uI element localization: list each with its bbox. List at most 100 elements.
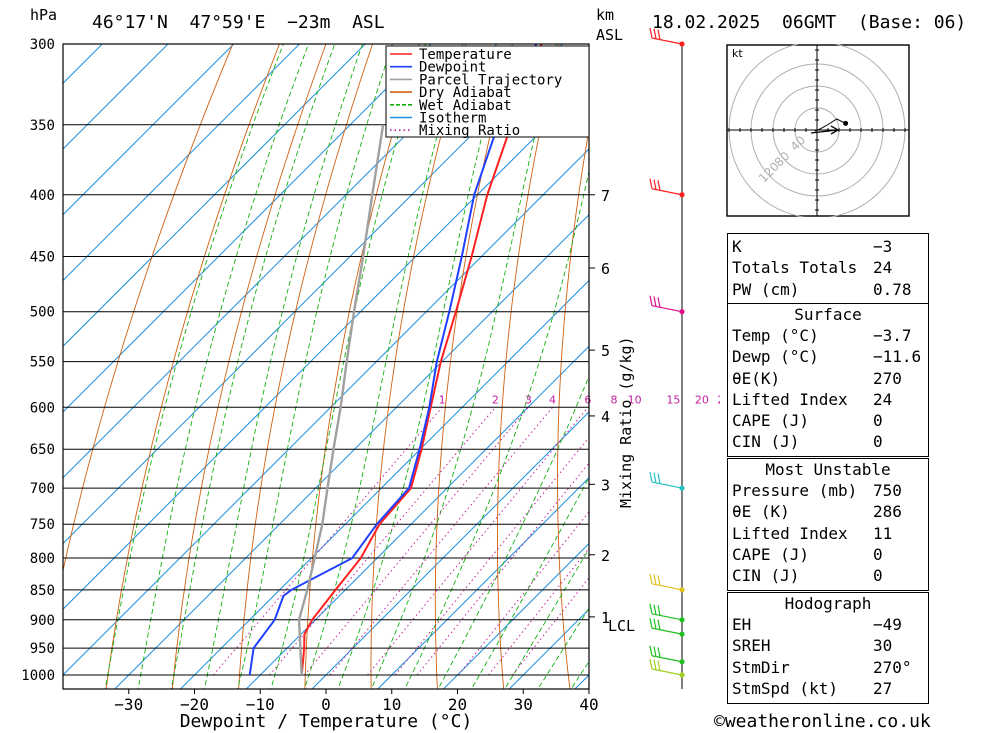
dry-adiabat-line [63,44,234,573]
x-axis-label: Dewpoint / Temperature (°C) [180,711,473,732]
wind-barb [649,178,683,196]
wet-adiabat-line [437,375,589,689]
most-unstable-index-value: 0 [873,544,883,564]
hodograph-index-row: EH −49 [728,614,928,635]
most-unstable-index-value: 286 [873,502,902,522]
mixing-ratio-axis-label: Mixing Ratio (g/kg) [617,336,635,508]
pressure-tick-label: 850 [30,583,55,599]
hodograph-index-value: 27 [873,678,893,698]
pressure-unit-label: hPa [30,6,58,24]
isotherm-line [63,148,589,676]
wind-barb [649,645,683,663]
hodograph-index-row: StmSpd (kt) 27 [728,678,928,699]
wet-adiabat-line [170,44,336,689]
general-index-label: Totals Totals [732,258,858,278]
wet-adiabat-line [137,44,309,689]
x-tick-label: 10 [382,695,401,714]
legend-label: Parcel Trajectory [419,72,562,88]
dewpoint-series [248,44,538,676]
dry-adiabat-line [105,44,280,689]
hodograph-index-label: EH [732,615,752,634]
wet-adiabat-line [537,607,589,689]
general-index-row: K −3 [728,236,928,257]
km-tick-label: 5 [601,342,610,360]
surface-index-value: 270 [873,368,902,388]
pressure-tick-label: 350 [30,118,55,134]
wind-barb [649,27,683,45]
wet-adiabat-line [203,44,363,689]
km-tick-label: 3 [601,476,610,494]
km-tick-label: 2 [601,547,610,565]
most-unstable-index-value: 0 [873,566,883,586]
pressure-tick-label: 550 [30,355,55,371]
most-unstable-index-label: Pressure (mb) [732,481,858,500]
surface-index-value: 0 [873,432,883,452]
most-unstable-index-value: 750 [873,481,902,500]
surface-index-row: CAPE (J) 0 [728,410,928,431]
datetime-label: 18.02.2025 06GMT (Base: 06) [652,12,967,33]
x-tick-label: −30 [114,695,143,714]
most-unstable-index-label: Lifted Index [732,523,848,543]
dry-adiabat-line [171,44,327,689]
km-tick-label: 1 [601,609,610,627]
wind-barb [649,471,683,489]
surface-index-row: Temp (°C) −3.7 [728,325,928,346]
hodograph-index-value: −49 [873,615,902,634]
legend-label: Wet Adiabat [419,98,512,114]
general-index-label: K [732,237,742,256]
isotherm-line [63,44,432,413]
isotherm-line [63,44,235,216]
most-unstable-index-row: CIN (J) 0 [728,565,928,586]
most-unstable-index-row: Pressure (mb) 750 [728,480,928,501]
wet-adiabat-line [370,44,557,689]
legend-label: Isotherm [419,111,486,127]
pressure-tick-label: 950 [30,641,55,657]
hodograph-unit-label: kt [732,47,743,60]
mixing-ratio-line [457,511,589,676]
dry-adiabat-line [497,44,560,689]
pressure-tick-label: 1000 [21,668,55,684]
hodograph-end-point [843,120,849,126]
x-tick-label: 0 [321,695,331,714]
x-tick-label: 20 [448,695,467,714]
surface-index-row: θE(K) 270 [728,368,928,389]
surface-index-value: −3.7 [873,326,912,345]
x-tick-label: −20 [180,695,209,714]
wind-barb [649,573,683,591]
plot-frame [62,43,590,690]
hodograph-index-value: 270° [873,657,912,677]
wet-adiabat-line [337,44,507,689]
most-unstable-box: Most Unstable Pressure (mb) 750 θE (K) 286 L… [727,458,929,591]
isotherm-line [377,477,589,689]
isotherm-line [63,44,103,84]
mixing-ratio-line [304,406,529,676]
general-index-row: Totals Totals 24 [728,257,928,278]
most-unstable-index-row: Lifted Index 11 [728,523,928,544]
most-unstable-title: Most Unstable [765,460,891,479]
pressure-tick-label: 500 [30,305,55,321]
pressure-tick-label: 650 [30,442,55,458]
pressure-tick-label: 750 [30,517,55,533]
general-index-label: PW (cm) [732,279,800,299]
legend-box [385,45,590,138]
isotherm-line [114,214,589,689]
legend-label: Mixing Ratio [419,123,520,139]
km-tick-label: 4 [601,408,610,426]
most-unstable-index-row: CAPE (J) 0 [728,544,928,565]
pressure-tick-label: 300 [30,37,55,53]
isotherm-line [245,345,589,689]
mixing-ratio-label: 8 [610,393,617,406]
mixing-ratio-line [512,576,589,676]
general-index-row: PW (cm) 0.78 [728,279,928,300]
hodograph-trace [814,118,846,132]
general-indices-box: K −3 Totals Totals 24 PW (cm) 0.78 [727,233,929,304]
surface-index-value: −11.6 [873,347,922,367]
storm-motion-arrow [810,125,840,135]
pressure-tick-label: 900 [30,613,55,629]
dry-adiabat-line [434,44,513,689]
dry-adiabat-line [557,127,589,689]
mixing-ratio-line [367,406,589,676]
hodograph-index-value: 30 [873,636,893,656]
